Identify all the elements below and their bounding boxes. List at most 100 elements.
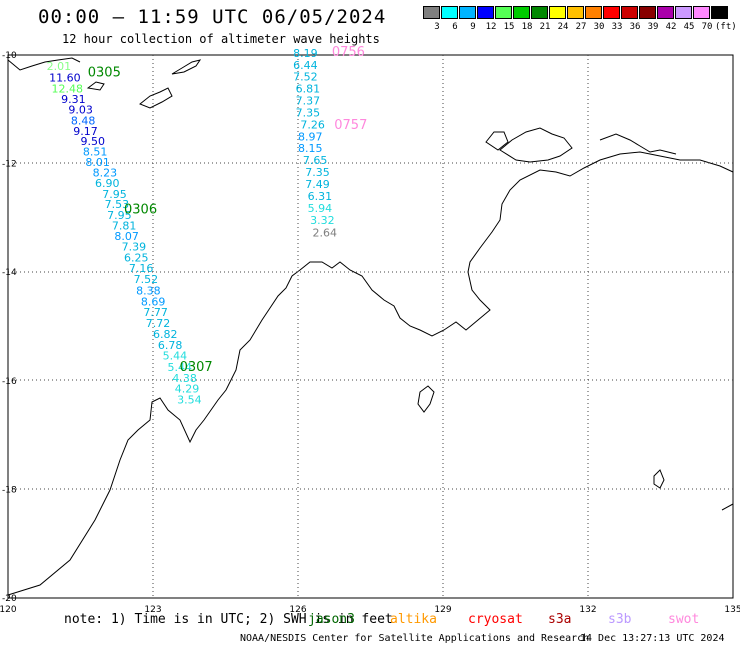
colorbar-label: 24 xyxy=(557,22,569,32)
satellite-legend-item: s3b xyxy=(608,612,632,627)
coastline-bathurst xyxy=(485,131,509,151)
swh-value-label: 6.82 xyxy=(153,328,178,341)
swh-value-label: 8.97 xyxy=(298,130,323,143)
colorbar-label: (ft) xyxy=(715,22,737,32)
lat-tick-label: -20 xyxy=(2,594,17,604)
colorbar-label: 39 xyxy=(647,22,659,32)
lat-tick-label: -14 xyxy=(2,268,17,278)
swh-value-label: 7.49 xyxy=(305,178,330,191)
lat-tick-label: -12 xyxy=(2,160,17,170)
swh-value-label: 8.48 xyxy=(71,115,96,128)
swh-value-label: 7.26 xyxy=(300,118,325,131)
coastline-cobourg xyxy=(499,127,573,163)
swh-value-label: 9.03 xyxy=(68,104,93,117)
coastline-island-1 xyxy=(86,81,105,91)
colorbar-label: 27 xyxy=(575,22,587,32)
pass-time-label: 0307 xyxy=(180,360,213,375)
colorbar-swatch xyxy=(531,6,548,19)
lat-axis-labels: -10 -12 -14 -16 -18 -20 xyxy=(2,51,17,604)
swh-value-label: 3.54 xyxy=(177,394,202,407)
colorbar-label: 18 xyxy=(521,22,533,32)
colorbar-label: 9 xyxy=(470,22,476,32)
coastline-timor xyxy=(7,57,81,71)
satellite-legend-item: jason3 xyxy=(308,612,355,627)
swh-value-label: 6.78 xyxy=(158,339,183,352)
colorbar-label: 45 xyxy=(683,22,695,32)
swh-value-label: 2.64 xyxy=(313,226,338,239)
coastline-gulf-island xyxy=(653,469,665,489)
swh-value-label: 7.35 xyxy=(296,106,321,119)
colorbar-swatch xyxy=(711,6,728,19)
page-subtitle: 12 hour collection of altimeter wave hei… xyxy=(62,32,380,46)
swh-value-label: 8.07 xyxy=(114,230,139,243)
lon-tick-label: 129 xyxy=(434,605,451,615)
colorbar-swatch xyxy=(423,6,440,19)
colorbar-label: 21 xyxy=(539,22,551,32)
swh-value-label: 9.31 xyxy=(61,93,86,106)
map-frame xyxy=(7,54,734,599)
colorbar-swatch xyxy=(459,6,476,19)
swh-value-label: 2.01 xyxy=(47,60,72,73)
colorbar-swatch xyxy=(693,6,710,19)
coastline-island-3 xyxy=(171,59,202,75)
swh-value-label: 11.60 xyxy=(49,72,80,85)
swh-value-label: 7.39 xyxy=(122,240,147,253)
swh-value-label: 8.23 xyxy=(93,167,118,180)
timestamp: 14 Dec 13:27:13 UTC 2024 xyxy=(580,633,725,644)
swh-value-label: 7.35 xyxy=(305,166,330,179)
colorbar-label: 36 xyxy=(629,22,641,32)
swh-value-label: 7.95 xyxy=(107,209,132,222)
colorbar-swatch xyxy=(477,6,494,19)
altimeter-tracks: 2.0111.6012.489.319.038.489.179.508.518.… xyxy=(47,45,368,407)
swh-value-label: 7.52 xyxy=(293,71,318,84)
colorbar-label: 42 xyxy=(665,22,677,32)
pass-time-label: 0306 xyxy=(124,203,157,218)
swh-value-label: 7.95 xyxy=(102,188,127,201)
swh-value-label: 7.65 xyxy=(303,154,328,167)
colorbar-label: 70 xyxy=(701,22,713,32)
swh-value-label: 7.81 xyxy=(112,219,136,232)
lon-tick-label: 120 xyxy=(0,605,17,615)
satellite-legend-item: s3a xyxy=(548,612,572,627)
swh-value-label: 6.31 xyxy=(308,190,333,203)
swh-value-label: 9.17 xyxy=(73,125,98,138)
colorbar-swatch xyxy=(585,6,602,19)
coastline-kimberley xyxy=(7,151,734,596)
swh-value-label: 5.44 xyxy=(163,350,188,363)
swh-value-label: 8.01 xyxy=(85,156,110,169)
lat-tick-label: -10 xyxy=(2,51,17,61)
lon-tick-label: 135 xyxy=(724,605,740,615)
footnote: note: 1) Time is in UTC; 2) SWH is in fe… xyxy=(64,612,393,627)
swh-value-label: 7.37 xyxy=(296,94,321,107)
colorbar-swatch xyxy=(567,6,584,19)
colorbar-swatch xyxy=(441,6,458,19)
colorbar-label: 15 xyxy=(503,22,515,32)
swh-value-label: 12.48 xyxy=(52,82,84,95)
colorbar-swatch xyxy=(549,6,566,19)
satellite-legend-item: cryosat xyxy=(468,612,523,627)
coastline-arnhem xyxy=(599,133,677,155)
swh-value-label: 6.25 xyxy=(124,251,149,264)
swh-value-label: 7.16 xyxy=(129,262,154,275)
swh-value-label: 3.32 xyxy=(310,214,335,227)
coastline-small-island xyxy=(417,385,435,413)
lon-tick-label: 132 xyxy=(579,605,596,615)
swh-value-label: 7.72 xyxy=(146,317,171,330)
colorbar-swatch xyxy=(513,6,530,19)
page-title: 00:00 – 11:59 UTC 06/05/2024 xyxy=(38,6,387,28)
colorbar-swatch xyxy=(657,6,674,19)
pass-time-label: 0757 xyxy=(334,118,367,133)
swh-value-label: 6.44 xyxy=(293,59,318,72)
coastline-island-2 xyxy=(139,87,173,109)
swh-value-label: 8.15 xyxy=(298,142,323,155)
graticule xyxy=(8,55,733,598)
colorbar-swatch xyxy=(603,6,620,19)
swh-value-label: 5.44 xyxy=(168,361,193,374)
colorbar-swatch xyxy=(495,6,512,19)
swh-value-label: 4.38 xyxy=(172,372,197,385)
lon-tick-label: 126 xyxy=(289,605,306,615)
swh-value-label: 7.53 xyxy=(105,198,129,211)
swh-value-label: 8.38 xyxy=(136,284,161,297)
colorbar-swatch xyxy=(675,6,692,19)
